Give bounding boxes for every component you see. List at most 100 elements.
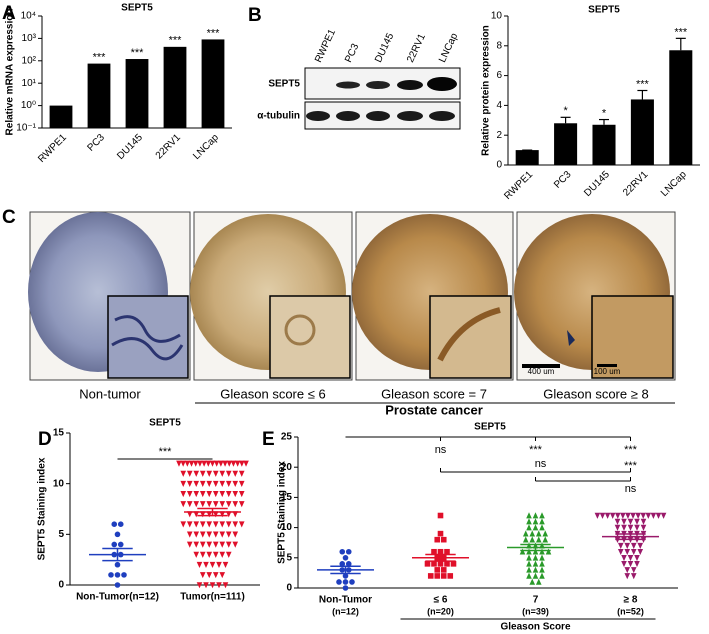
- data-point: [650, 512, 657, 519]
- data-point: [243, 460, 249, 467]
- data-point: [212, 511, 219, 518]
- data-point: [186, 501, 193, 508]
- significance-label: ***: [131, 47, 145, 59]
- data-point: [199, 572, 206, 579]
- data-point: [532, 548, 539, 555]
- data-point: [539, 548, 545, 555]
- data-point: [630, 573, 637, 580]
- data-point: [225, 541, 232, 548]
- data-point: [193, 501, 200, 508]
- data-point: [532, 554, 539, 561]
- data-point: [342, 555, 349, 561]
- data-point: [621, 561, 627, 568]
- data-point: [620, 512, 626, 519]
- x-tick-label: PC3: [552, 169, 574, 191]
- bar: [669, 50, 693, 165]
- data-point: [209, 582, 216, 589]
- x-tick-label: PC3: [85, 132, 107, 154]
- significance-label: ***: [93, 52, 107, 64]
- data-point: [193, 511, 200, 518]
- data-point: [180, 491, 187, 498]
- data-point: [199, 551, 206, 558]
- data-point: [532, 572, 539, 579]
- data-point: [339, 548, 346, 555]
- y-tick-label: 10⁴: [21, 11, 36, 22]
- data-point: [621, 524, 627, 531]
- data-point: [232, 541, 239, 548]
- data-point: [180, 460, 186, 467]
- data-point: [526, 512, 532, 519]
- data-point: [222, 561, 229, 569]
- bar: [515, 150, 539, 165]
- y-tick-label: 5: [286, 552, 292, 563]
- data-point: [539, 518, 545, 525]
- x-tick-label: Non-Tumor: [319, 595, 372, 606]
- data-point: [604, 512, 611, 519]
- data-point: [180, 480, 187, 487]
- y-tick-label: 15: [53, 428, 65, 439]
- data-point: [539, 512, 545, 519]
- data-point: [225, 470, 232, 477]
- data-point: [114, 561, 121, 568]
- x-tick-label: 22RV1: [621, 169, 651, 199]
- data-point: [635, 512, 641, 519]
- significance-label: *: [563, 105, 568, 117]
- data-point: [199, 480, 206, 487]
- data-point: [539, 524, 545, 531]
- data-point: [232, 480, 239, 487]
- data-point: [212, 531, 219, 538]
- data-point: [535, 578, 542, 585]
- blot-row-label: α-tubulin: [257, 111, 300, 122]
- data-point: [212, 551, 219, 558]
- data-point: [545, 548, 552, 555]
- significance-label: ***: [674, 26, 688, 38]
- data-point: [213, 460, 220, 467]
- data-point: [199, 541, 206, 548]
- data-point: [617, 548, 624, 556]
- data-point: [199, 470, 206, 477]
- data-point: [614, 512, 621, 519]
- data-point: [232, 531, 239, 538]
- data-point: [206, 511, 213, 518]
- data-point: [193, 541, 200, 548]
- significance-label: ***: [636, 78, 650, 90]
- x-tick-label: DU145: [115, 132, 145, 162]
- data-point: [434, 573, 441, 579]
- data-point: [645, 512, 652, 519]
- bar: [201, 39, 225, 128]
- data-point: [232, 491, 239, 498]
- western-blot: RWPE1 PC3 DU145 22RV1 LNCap SEPT5 α-tubu…: [257, 27, 461, 130]
- data-point: [621, 555, 627, 562]
- data-point: [192, 460, 199, 467]
- blot-band: [366, 111, 390, 121]
- bar: [592, 124, 616, 165]
- data-point: [117, 521, 124, 527]
- tissue-inset: [269, 295, 351, 379]
- data-point: [219, 491, 226, 498]
- data-point: [121, 572, 127, 578]
- data-point: [219, 470, 226, 477]
- y-tick-label: 4: [496, 100, 502, 111]
- data-point: [535, 536, 542, 543]
- data-point: [193, 531, 200, 538]
- y-tick-label: 2: [496, 130, 502, 141]
- data-point: [532, 518, 539, 525]
- data-point: [431, 548, 437, 555]
- data-point: [336, 579, 342, 585]
- data-point: [634, 518, 640, 525]
- data-point: [238, 521, 245, 528]
- blot-band: [306, 111, 330, 121]
- y-tick-label: 10²: [22, 55, 37, 66]
- tissue-texture: [111, 315, 184, 361]
- data-point: [594, 512, 601, 519]
- x-tick-label: RWPE1: [502, 169, 535, 202]
- data-point: [529, 536, 536, 543]
- data-point: [219, 551, 226, 558]
- data-point: [222, 582, 229, 589]
- data-point: [232, 521, 239, 528]
- x-tick-label: 22RV1: [154, 132, 184, 162]
- y-axis-label: SEPT5 Staining index: [37, 457, 48, 560]
- x-tick-sublabel: (n=20): [427, 606, 454, 616]
- data-point: [342, 585, 349, 591]
- data-point: [225, 511, 232, 518]
